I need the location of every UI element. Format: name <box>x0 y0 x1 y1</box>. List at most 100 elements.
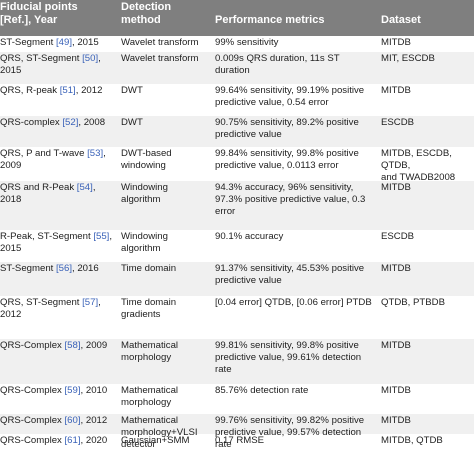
fiducial-cell: QRS, ST-Segment [57], 2012 <box>0 297 112 321</box>
method-cell: Mathematical morphology <box>121 385 211 409</box>
method-cell: Wavelet transform <box>121 53 211 65</box>
fiducial-cell: QRS-Complex [58], 2009 <box>0 340 112 352</box>
fiducial-cell: QRS-Complex [60], 2012 <box>0 415 112 427</box>
reference-link[interactable]: [51] <box>59 85 76 96</box>
method-cell: Time domain gradients <box>121 297 211 321</box>
year-text: , 2016 <box>72 263 99 274</box>
method-line: Wavelet transform <box>121 53 199 64</box>
dataset-cell: MIT, ESCDB <box>381 53 474 65</box>
reference-link[interactable]: [58] <box>64 340 81 351</box>
reference-link[interactable]: [61] <box>64 435 81 446</box>
metrics-line: predictive value <box>215 275 282 286</box>
reference-link[interactable]: [53] <box>87 148 104 159</box>
method-line: Gaussian+SMM <box>121 435 190 446</box>
metrics-cell: 94.3% accuracy, 96% sensitivity, 97.3% po… <box>215 182 375 218</box>
dataset-line: ESCDB <box>381 231 415 242</box>
reference-link[interactable]: [60] <box>64 415 81 426</box>
fiducial-cell: QRS-Complex [61], 2020 <box>0 435 112 447</box>
header-method-line1: Detection <box>121 1 172 13</box>
year-text: , 2015 <box>0 53 101 76</box>
dataset-cell: MITDB <box>381 182 474 194</box>
reference-link[interactable]: [57] <box>82 297 99 308</box>
method-cell: DWT <box>121 85 211 97</box>
reference-link[interactable]: [49] <box>56 37 73 48</box>
dataset-cell: QTDB, PTBDB <box>381 297 474 309</box>
metrics-line: duration <box>215 65 250 76</box>
method-line: Mathematical <box>121 340 179 351</box>
dataset-line: MITDB <box>381 340 411 351</box>
metrics-cell: 85.76% detection rate <box>215 385 375 397</box>
method-line: Wavelet transform <box>121 37 199 48</box>
dataset-line: QTDB, PTBDB <box>381 297 445 308</box>
header-fiducial-line1: Fiducial points <box>0 1 78 13</box>
metrics-line: 0.009s QRS duration, 11s ST <box>215 53 340 64</box>
metrics-line: predictive value, 0.0113 error <box>215 160 339 171</box>
method-line: Mathematical <box>121 385 179 396</box>
metrics-cell: 99.64% sensitivity, 99.19% positive predi… <box>215 85 375 109</box>
fiducial-text: QRS-Complex <box>0 435 65 446</box>
metrics-line: predictive value, 99.61% detection <box>215 352 362 363</box>
reference-link[interactable]: [55] <box>93 231 110 242</box>
method-line: Windowing <box>121 182 168 193</box>
table-row: R-Peak, ST-Segment [55], 2015 Windowing al… <box>0 230 474 262</box>
metrics-line: 94.3% accuracy, 96% sensitivity, <box>215 182 354 193</box>
method-line: algorithm <box>121 243 161 254</box>
reference-link[interactable]: [59] <box>64 385 81 396</box>
metrics-cell: 99.76% sensitivity, 99.82% positive predi… <box>215 415 375 451</box>
metrics-cell: 99% sensitivity <box>215 37 375 49</box>
reference-link[interactable]: [54] <box>76 182 93 193</box>
method-line: detector <box>121 439 156 450</box>
method-line: Time domain <box>121 297 177 308</box>
dataset-line: MITDB <box>381 415 411 426</box>
reference-link[interactable]: [52] <box>62 117 79 128</box>
dataset-cell: MITDB <box>381 85 474 97</box>
metrics-line: [0.04 error] QTDB, [0.06 error] PTDB <box>215 297 372 308</box>
fiducial-text: R-Peak, ST-Segment <box>0 231 94 242</box>
year-text: , 2010 <box>80 385 108 396</box>
fiducial-text: ST-Segment <box>0 263 56 274</box>
metrics-cell: 0.17 RMSE <box>215 435 375 447</box>
method-cell: Mathematical morphology <box>121 340 211 364</box>
table-row: QRS, ST-Segment [57], 2012 Time domain gra… <box>0 296 474 339</box>
method-cell: Windowing algorithm <box>121 182 211 206</box>
table-row: ST-Segment [49], 2015 Wavelet transform 99… <box>0 36 474 52</box>
method-line: DWT <box>121 85 143 96</box>
fiducial-text: QRS, ST-Segment <box>0 53 83 64</box>
dataset-cell: MITDB <box>381 263 474 275</box>
method-line: algorithm <box>121 194 161 205</box>
metrics-line: 99.81% sensitivity, 99.8% positive <box>215 340 359 351</box>
table-row: QRS and R-Peak [54], 2018 Windowing algori… <box>0 181 474 230</box>
reference-link[interactable]: [56] <box>56 263 73 274</box>
method-line: morphology <box>121 397 172 408</box>
fiducial-text: QRS and R-Peak <box>0 182 77 193</box>
fiducial-cell: ST-Segment [49], 2015 <box>0 37 112 49</box>
fiducial-cell: QRS-complex [52], 2008 <box>0 117 112 129</box>
dataset-line: and TWADB2008 <box>381 172 456 183</box>
fiducial-cell: QRS, P and T-wave [53], 2009 <box>0 148 112 172</box>
table-row: QRS, P and T-wave [53], 2009 DWT-based win… <box>0 147 474 183</box>
dataset-cell: ESCDB <box>381 231 474 243</box>
year-text: , 2009 <box>80 340 108 351</box>
fiducial-text: QRS-Complex <box>0 385 65 396</box>
header-dataset: Dataset <box>381 14 421 26</box>
metrics-line: 91.37% sensitivity, 45.53% positive <box>215 263 365 274</box>
method-cell: Windowing algorithm <box>121 231 211 255</box>
method-line: morphology <box>121 352 172 363</box>
fiducial-text: QRS, ST-Segment <box>0 297 83 308</box>
method-cell: Mathematical morphology+VLSI detector <box>121 415 211 451</box>
metrics-line: 99% sensitivity <box>215 37 279 48</box>
metrics-cell: 90.1% accuracy <box>215 231 375 243</box>
header-method-line2: method <box>121 14 161 26</box>
year-text: , 2018 <box>0 182 96 205</box>
fiducial-cell: ST-Segment [56], 2016 <box>0 263 112 275</box>
method-cell: Wavelet transform <box>121 37 211 49</box>
fiducial-text: QRS, R-peak <box>0 85 60 96</box>
metrics-line: 90.75% sensitivity, 89.2% positive <box>215 117 359 128</box>
dataset-cell: MITDB <box>381 385 474 397</box>
fiducial-cell: QRS-Complex [59], 2010 <box>0 385 112 397</box>
dataset-line: MITDB <box>381 182 411 193</box>
method-line: Time domain <box>121 263 177 274</box>
method-line: windowing <box>121 160 166 171</box>
reference-link[interactable]: [50] <box>82 53 99 64</box>
